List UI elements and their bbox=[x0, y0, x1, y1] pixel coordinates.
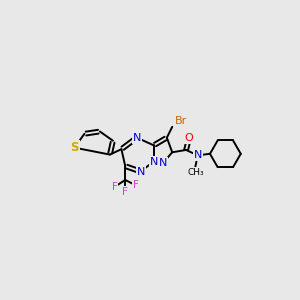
Text: N: N bbox=[133, 133, 141, 142]
Text: S: S bbox=[70, 141, 79, 154]
Text: Br: Br bbox=[175, 116, 187, 126]
Text: F: F bbox=[122, 187, 128, 197]
Text: F: F bbox=[112, 182, 117, 192]
Text: CH₃: CH₃ bbox=[187, 168, 204, 177]
Text: N: N bbox=[136, 167, 145, 176]
Text: N: N bbox=[150, 157, 158, 166]
Text: O: O bbox=[185, 133, 194, 142]
Text: N: N bbox=[159, 158, 167, 168]
Text: N: N bbox=[194, 150, 202, 160]
Text: F: F bbox=[133, 180, 139, 190]
